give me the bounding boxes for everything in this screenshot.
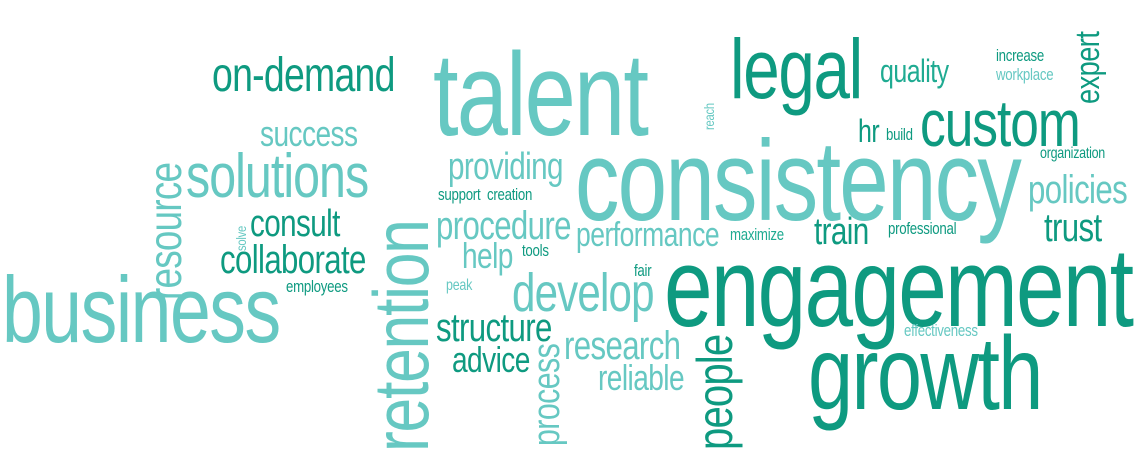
word-hr: hr <box>858 113 880 149</box>
word-providing: providing <box>448 146 564 188</box>
word-people: people <box>687 334 743 450</box>
word-fair: fair <box>634 261 652 280</box>
word-workplace: workplace <box>996 65 1054 84</box>
word-creation: creation <box>487 185 533 204</box>
word-talent: talent <box>433 29 649 161</box>
word-trust: trust <box>1044 206 1102 250</box>
word-growth: growth <box>808 316 1043 432</box>
word-train: train <box>814 211 869 253</box>
word-effectiveness: effectiveness <box>904 321 978 340</box>
word-peak: peak <box>446 277 473 294</box>
word-employees: employees <box>286 277 348 296</box>
word-solutions: solutions <box>186 142 369 211</box>
word-collaborate: collaborate <box>220 238 366 282</box>
word-professional: professional <box>888 219 957 238</box>
word-quality: quality <box>880 53 949 89</box>
word-structure: structure <box>436 306 552 350</box>
word-on-demand: on-demand <box>212 49 395 102</box>
word-procedure: procedure <box>436 204 572 248</box>
word-policies: policies <box>1028 168 1128 212</box>
word-legal: legal <box>730 22 863 116</box>
word-performance: performance <box>576 216 720 254</box>
word-business: business <box>2 257 281 362</box>
word-success: success <box>260 113 358 154</box>
word-support: support <box>438 185 481 204</box>
word-develop: develop <box>512 263 654 323</box>
word-advice: advice <box>452 339 530 380</box>
word-process: process <box>526 343 568 446</box>
word-maximize: maximize <box>730 225 784 244</box>
word-consult: consult <box>250 203 340 245</box>
word-reliable: reliable <box>598 357 685 398</box>
word-help: help <box>462 235 513 276</box>
word-retention: retention <box>357 220 445 452</box>
word-custom: custom <box>920 86 1081 160</box>
word-consistency: consistency <box>575 118 1022 245</box>
word-research: research <box>564 324 681 368</box>
word-tools: tools <box>522 241 549 260</box>
word-increase: increase <box>996 46 1045 65</box>
word-engagement: engagement <box>664 225 1134 350</box>
word-build: build <box>886 125 913 144</box>
word-organization: organization <box>1040 145 1106 162</box>
